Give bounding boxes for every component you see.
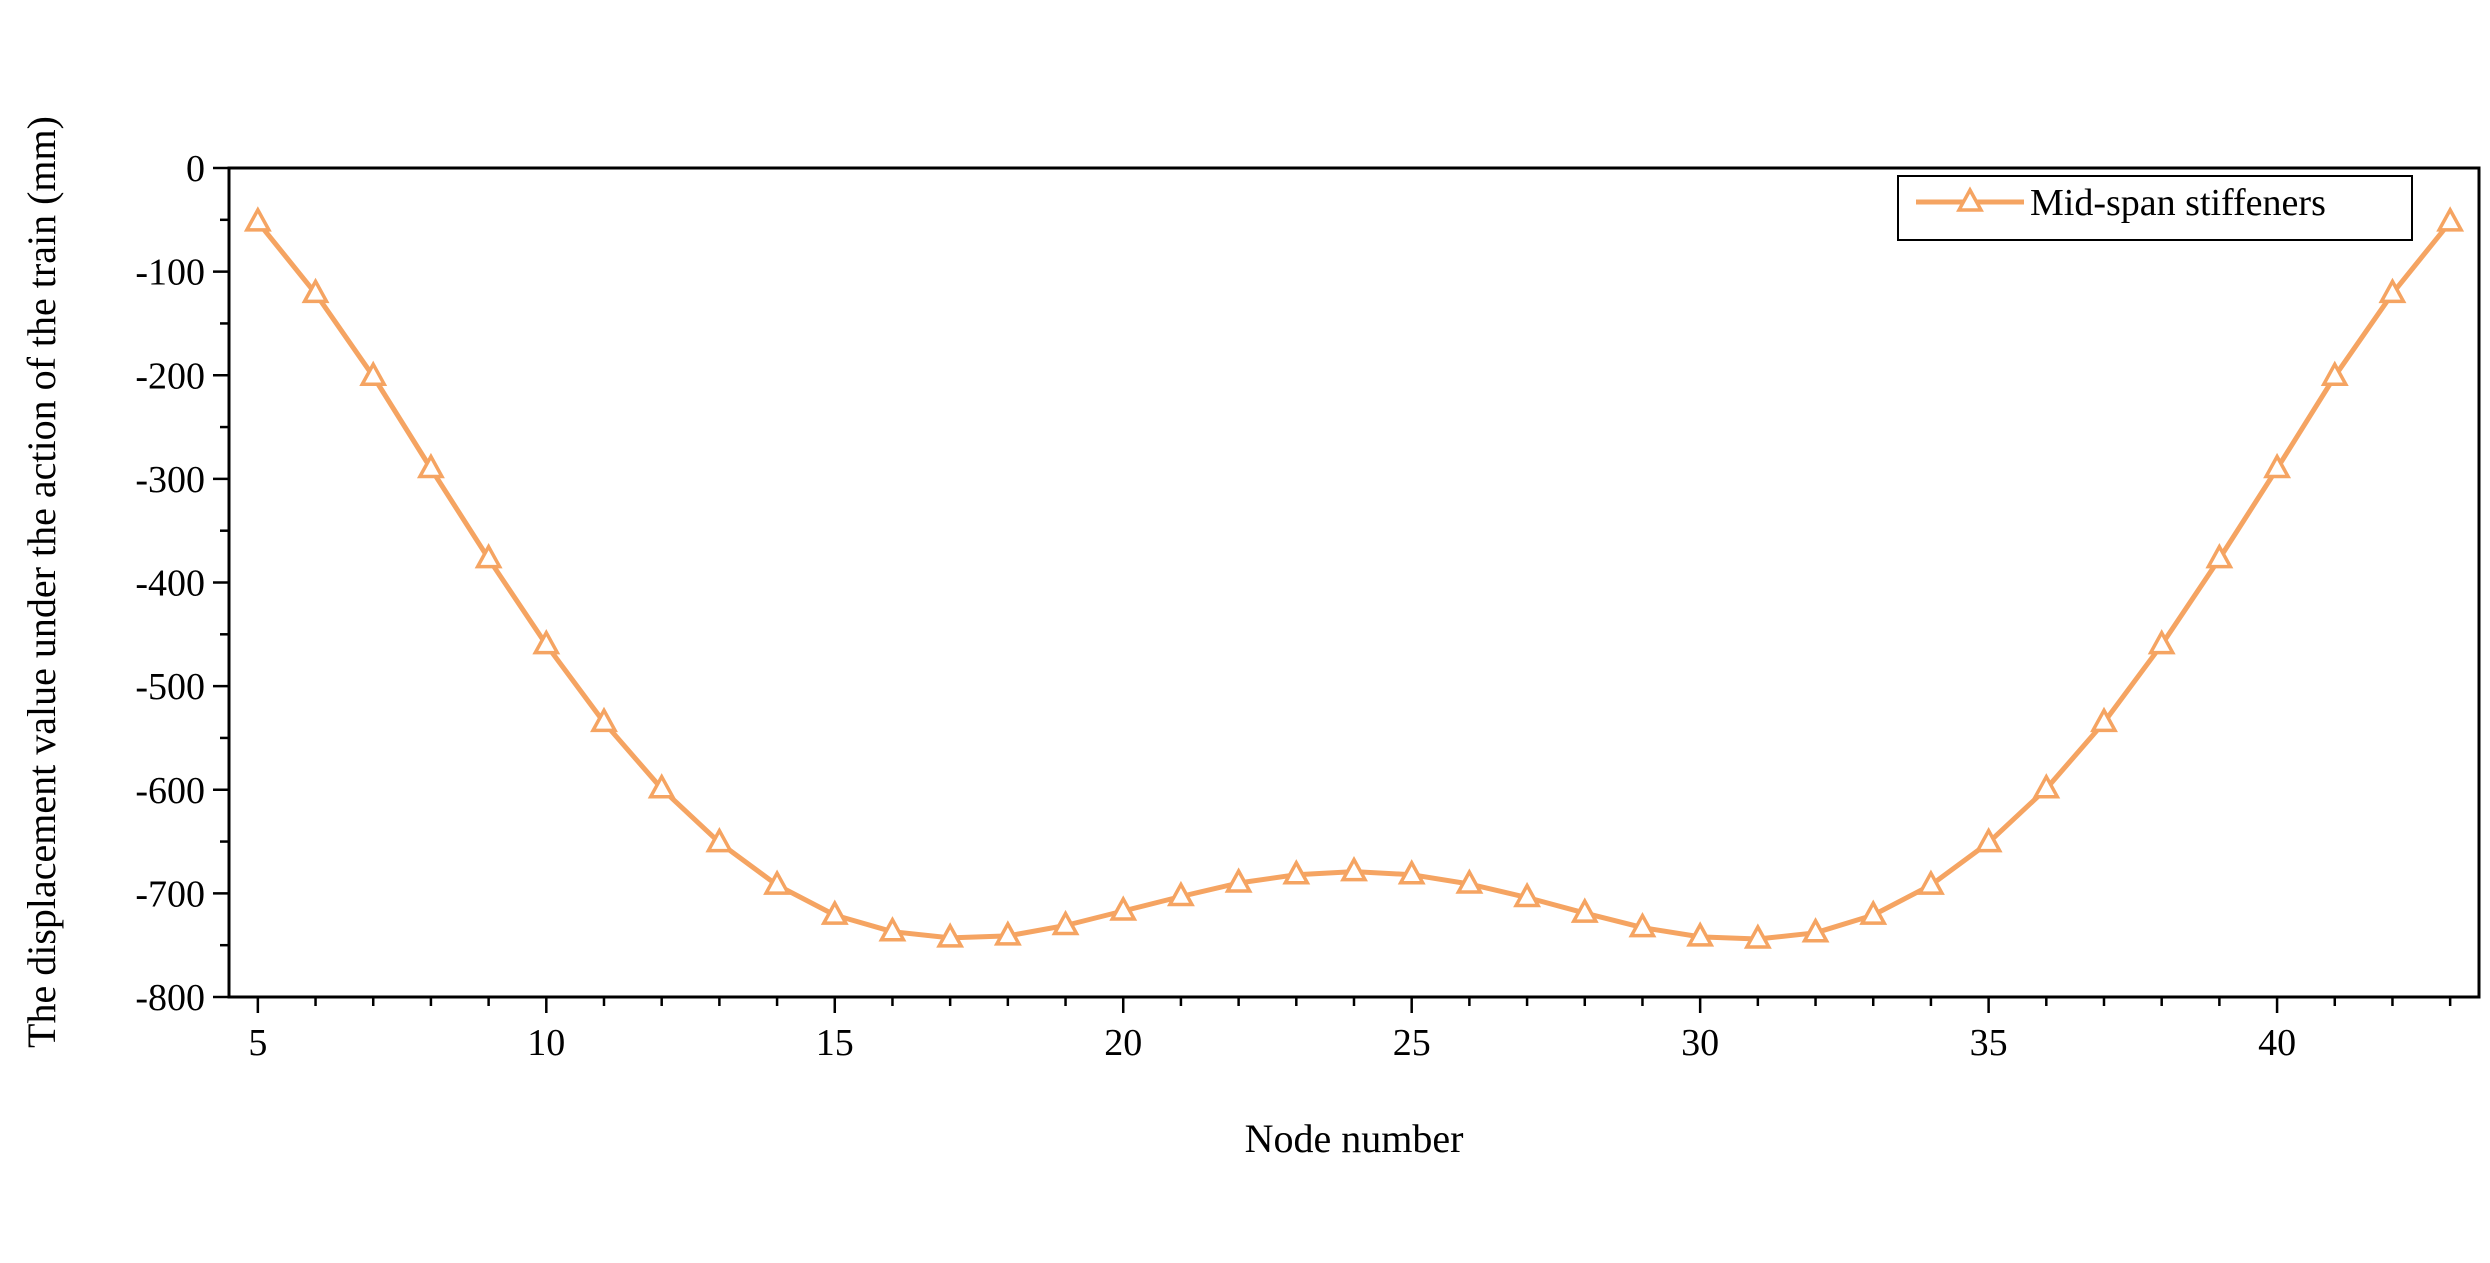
data-point-marker	[878, 916, 907, 942]
data-point-marker	[1628, 911, 1657, 938]
data-point-marker	[763, 869, 792, 895]
x-axis-ticks: 5 10 15 20 25 30 35 40	[248, 997, 2452, 1064]
data-point-marker	[359, 360, 388, 387]
data-point-marker	[1051, 909, 1080, 936]
legend-box	[1897, 175, 2413, 241]
data-point-marker	[474, 543, 503, 569]
series-layer	[243, 206, 2465, 949]
legend: Mid-span stiffeners	[1897, 175, 2413, 241]
data-point-marker	[1340, 855, 1368, 882]
y-tick-label: -200	[135, 355, 205, 397]
data-point-marker	[2263, 452, 2292, 479]
x-tick-label: 5	[248, 1022, 267, 1064]
data-point-marker	[532, 629, 561, 655]
x-tick-label: 30	[1681, 1022, 1719, 1064]
data-point-marker	[1570, 897, 1599, 923]
data-point-marker	[2205, 543, 2234, 569]
y-axis-title: The displacement value under the action …	[19, 116, 64, 1048]
data-point-marker	[590, 706, 618, 733]
y-tick-label: -100	[135, 252, 205, 294]
y-tick-label: -700	[135, 873, 205, 915]
x-tick-label: 20	[1104, 1022, 1142, 1064]
y-axis-ticks: 0 -100 -200 -300 -400 -500 -600 -700 -800	[135, 148, 229, 1019]
plot-frame	[227, 166, 2481, 999]
series-line	[255, 220, 2453, 942]
y-tick-label: -800	[135, 977, 205, 1019]
y-tick-label: -400	[135, 563, 205, 605]
y-tick-label: -600	[135, 770, 205, 812]
data-point-marker	[2378, 277, 2407, 304]
y-tick-label: -300	[135, 459, 205, 501]
x-axis-title: Node number	[1245, 1116, 1464, 1161]
data-point-marker	[820, 899, 849, 925]
y-tick-label: -500	[135, 666, 205, 708]
legend-label: Mid-span stiffeners	[2030, 182, 2326, 224]
x-tick-label: 10	[527, 1022, 565, 1064]
data-point-marker	[1166, 880, 1195, 907]
data-point-marker	[705, 826, 734, 853]
data-point-marker	[2090, 706, 2118, 733]
x-tick-label: 25	[1393, 1022, 1431, 1064]
data-point-marker	[301, 277, 330, 304]
x-tick-label: 15	[816, 1022, 854, 1064]
data-point-marker	[1859, 899, 1888, 925]
data-point-marker	[2436, 206, 2465, 232]
data-point-marker	[1282, 859, 1311, 885]
data-point-marker	[2147, 629, 2176, 655]
data-point-marker	[2032, 773, 2061, 799]
legend-marker-swatch	[1956, 186, 1984, 212]
data-point-marker	[1686, 921, 1715, 947]
data-point-marker	[1455, 868, 1484, 894]
data-point-marker	[1513, 881, 1542, 908]
x-tick-label: 40	[2258, 1022, 2296, 1064]
data-point-marker	[1916, 869, 1945, 895]
data-point-marker	[416, 452, 445, 479]
data-point-marker	[243, 206, 272, 232]
x-tick-label: 35	[1970, 1022, 2008, 1064]
data-point-marker	[936, 922, 965, 948]
data-point-marker	[1224, 867, 1253, 893]
y-tick-label: 0	[186, 148, 205, 190]
data-point-marker	[1109, 895, 1138, 921]
data-point-marker	[1743, 923, 1772, 949]
data-point-marker	[1397, 859, 1426, 885]
data-point-marker	[2320, 360, 2349, 387]
data-point-marker	[993, 920, 1022, 946]
data-point-marker	[647, 773, 676, 799]
data-point-marker	[1974, 826, 2003, 853]
data-point-marker	[1801, 917, 1830, 943]
